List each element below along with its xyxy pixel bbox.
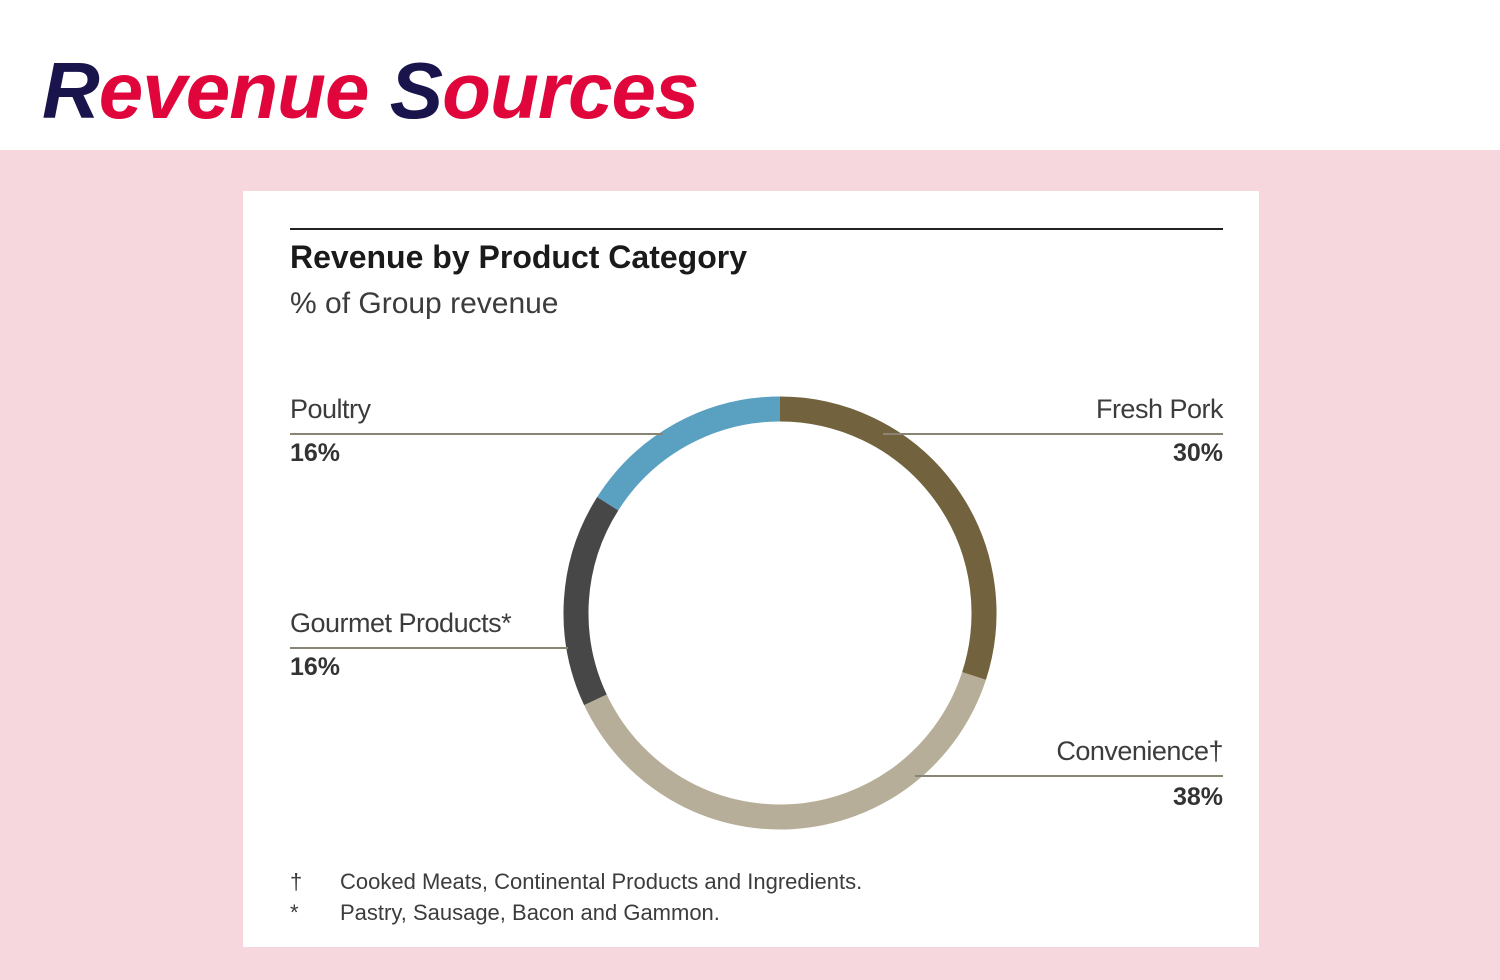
leader-line-poultry bbox=[290, 433, 663, 435]
title-part-evenue: evenue bbox=[98, 46, 390, 135]
leader-line-gourmet-products bbox=[290, 647, 568, 649]
donut-slice-poultry bbox=[597, 396, 781, 511]
chart-title: Revenue by Product Category bbox=[290, 239, 747, 275]
title-part-ources: ources bbox=[442, 46, 699, 135]
footnote-mark: † bbox=[290, 869, 303, 894]
value-gourmet-products: 16% bbox=[290, 653, 341, 681]
footnote-text: Pastry, Sausage, Bacon and Gammon. bbox=[340, 900, 720, 925]
value-poultry: 16% bbox=[290, 439, 341, 467]
footnote-mark: * bbox=[290, 900, 299, 925]
footnote-dagger: † Cooked Meats, Continental Products and … bbox=[290, 869, 862, 895]
donut-slice-convenience bbox=[584, 672, 986, 830]
value-convenience: 38% bbox=[1172, 783, 1223, 811]
donut-slices bbox=[563, 396, 997, 830]
label-poultry: Poultry bbox=[290, 394, 371, 424]
leader-line-fresh-pork bbox=[883, 433, 1223, 435]
title-part-s: S bbox=[389, 46, 443, 135]
donut-slice-gourmet-products bbox=[563, 496, 619, 706]
value-fresh-pork: 30% bbox=[1172, 439, 1223, 467]
footnote-asterisk: * Pastry, Sausage, Bacon and Gammon. bbox=[290, 900, 720, 926]
top-rule bbox=[290, 228, 1223, 230]
label-convenience: Convenience† bbox=[1056, 736, 1223, 766]
label-fresh-pork: Fresh Pork bbox=[1095, 394, 1224, 424]
label-gourmet-products: Gourmet Products* bbox=[290, 608, 512, 638]
page-title: Revenue Sources bbox=[42, 46, 699, 136]
donut-chart bbox=[563, 396, 997, 830]
title-part-r: R bbox=[42, 46, 100, 135]
chart-card: Revenue by Product Category % of Group r… bbox=[243, 191, 1259, 947]
donut-slice-fresh-pork bbox=[779, 396, 997, 680]
leader-line-convenience bbox=[915, 775, 1223, 777]
chart-subtitle: % of Group revenue bbox=[290, 287, 559, 320]
footnote-text: Cooked Meats, Continental Products and I… bbox=[340, 869, 863, 894]
